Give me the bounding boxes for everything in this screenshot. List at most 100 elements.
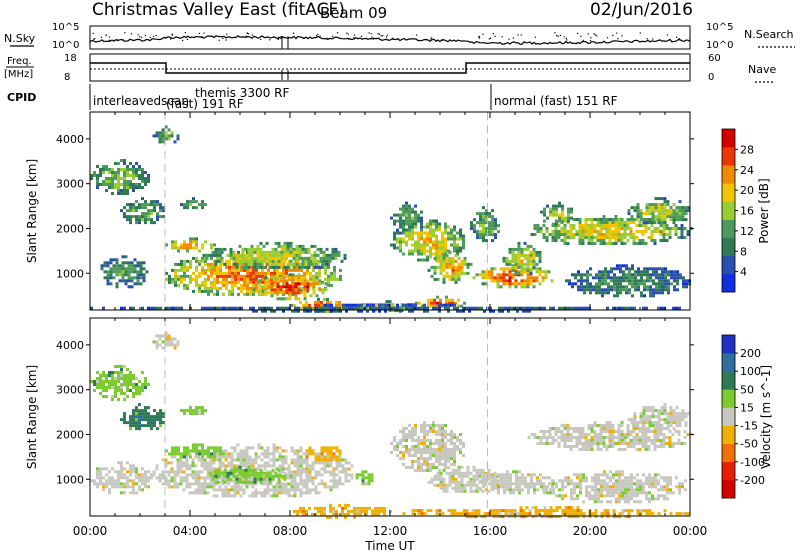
velocity-region-6 [165, 443, 225, 459]
velocity-colorbar-tick: 15 [740, 401, 754, 414]
velocity-region-8 [305, 446, 342, 462]
velocity-region-15 [627, 403, 691, 431]
power-region-0 [90, 159, 150, 195]
velocity-region-13 [470, 470, 554, 495]
velocity-colorbar-tick: 200 [740, 347, 761, 360]
power-colorbar-tick: 16 [740, 205, 754, 218]
cpid-segment-interleavedscan: interleavedscan [93, 94, 189, 108]
velocity-region-4 [90, 461, 153, 495]
power-panel: 1000 2000 3000 4000 Slant Range [km] 4 8 12 16… [25, 111, 771, 313]
nsky-label: N.Sky [4, 32, 36, 45]
power-colorbar-tick: 8 [740, 245, 747, 258]
power-region-7 [202, 241, 347, 269]
power-colorbar-swatch [722, 147, 735, 166]
date-label: 02/Jun/2016 [590, 0, 693, 20]
velocity-ytick-label: 3000 [56, 384, 84, 397]
velocity-colorbar-swatch [722, 335, 735, 354]
power-region-16 [470, 206, 500, 243]
cpid-segment-fast-191: (fast) 191 RF [166, 97, 244, 111]
nsky-trace [89, 32, 691, 49]
power-region-5 [165, 237, 216, 253]
velocity-colorbar-tick: -50 [740, 438, 758, 451]
velocity-colorbar-tick: -200 [740, 474, 765, 487]
freq-tick-bottom: 8 [64, 72, 70, 83]
power-colorbar-tick: 20 [740, 184, 754, 197]
time-tick-label: 20:00 [573, 524, 608, 538]
velocity-region-1 [120, 403, 165, 431]
nave-tick-top: 60 [708, 53, 721, 64]
power-ytick-label: 4000 [56, 133, 84, 146]
velocity-colorbar-tick: -15 [740, 420, 758, 433]
power-colorbar-tick: 24 [740, 164, 754, 177]
velocity-region-11 [390, 421, 465, 472]
power-region-20 [565, 264, 691, 298]
power-region-1 [100, 255, 149, 289]
time-tick-label: 16:00 [473, 524, 508, 538]
velocity-colorbar-tick: 100 [740, 365, 761, 378]
freq-trace [90, 62, 690, 74]
cpid-label: CPID [7, 91, 36, 104]
power-colorbar-swatch [722, 165, 735, 184]
velocity-region-16 [540, 470, 687, 504]
cpid-segment-themis: themis 3300 RF [195, 86, 289, 100]
power-region-21 [627, 197, 691, 225]
power-region-2 [120, 197, 165, 225]
nsearch-tick-top: 10^5 [706, 22, 733, 33]
velocity-ylabel: Slant Range [km] [25, 365, 39, 469]
velocity-colorbar-swatch [722, 479, 735, 499]
power-ylabel: Slant Range [km] [25, 159, 39, 263]
velocity-region-10 [355, 470, 374, 486]
velocity-heatmap [90, 318, 693, 519]
velocity-region-0 [90, 365, 150, 401]
power-colorbar-swatch [722, 129, 735, 148]
power-colorbar-tick: 28 [740, 143, 754, 156]
power-region-3 [152, 125, 180, 144]
power-region-17 [502, 241, 542, 275]
freq-label-2: [MHz] [4, 69, 33, 80]
nave-tick-bottom: 0 [708, 72, 714, 83]
beam-label: Beam 09 [320, 4, 387, 22]
velocity-colorbar: 200 100 50 15 -15 -50 -100 -200 [721, 334, 765, 499]
velocity-ytick-label: 1000 [56, 473, 84, 486]
power-ytick-label: 1000 [56, 267, 84, 280]
velocity-region-14 [527, 421, 693, 451]
power-colorbar: 4 8 12 16 20 24 28 [721, 128, 754, 293]
cpid-panel: CPID interleavedscan themis 3300 RF (fas… [7, 84, 618, 111]
power-colorbar-label: Power [dB] [757, 178, 771, 243]
velocity-colorbar-swatch [722, 371, 735, 390]
nsky-tick-bottom: 10^0 [52, 40, 79, 51]
freq-panel: Freq. [MHz] 18 8 60 0 Nave [4, 53, 776, 83]
velocity-ytick-label: 2000 [56, 428, 84, 441]
velocity-colorbar-tick: -100 [740, 456, 765, 469]
time-tick-label: 08:00 [273, 524, 308, 538]
velocity-colorbar-swatch [722, 389, 735, 408]
power-colorbar-tick: 12 [740, 225, 754, 238]
freq-tick-top: 18 [64, 53, 77, 64]
velocity-panel: 1000 2000 3000 4000 Slant Range [km] 200 100… [25, 317, 773, 553]
nsearch-tick-bottom: 10^0 [706, 40, 733, 51]
velocity-ytick-label: 4000 [56, 339, 84, 352]
nsearch-label: N.Search [744, 28, 794, 41]
velocity-colorbar-swatch [722, 425, 735, 444]
plot-title: Christmas Valley East (fitACF) [92, 0, 345, 20]
power-colorbar-swatch [722, 201, 735, 220]
velocity-region-7 [208, 465, 293, 484]
time-axis-label: Time UT [364, 539, 415, 553]
power-colorbar-swatch [722, 273, 735, 293]
freq-label-1: Freq. [7, 56, 32, 67]
cpid-segment-normal-151: normal (fast) 151 RF [494, 94, 618, 108]
power-colorbar-swatch [722, 183, 735, 202]
time-tick-label: 00:00 [73, 524, 108, 538]
velocity-colorbar-tick: 50 [740, 383, 754, 396]
power-region-8 [252, 273, 328, 301]
velocity-region-3 [180, 406, 207, 416]
power-region-19 [540, 201, 573, 226]
velocity-colorbar-label: Velocity [m s^-1] [759, 365, 773, 469]
nsky-tick-top: 10^5 [52, 22, 79, 33]
nave-label: Nave [748, 63, 776, 76]
power-colorbar-swatch [722, 237, 735, 257]
power-colorbar-swatch [722, 255, 735, 275]
power-region-4 [180, 197, 207, 210]
power-colorbar-tick: 4 [740, 266, 747, 279]
